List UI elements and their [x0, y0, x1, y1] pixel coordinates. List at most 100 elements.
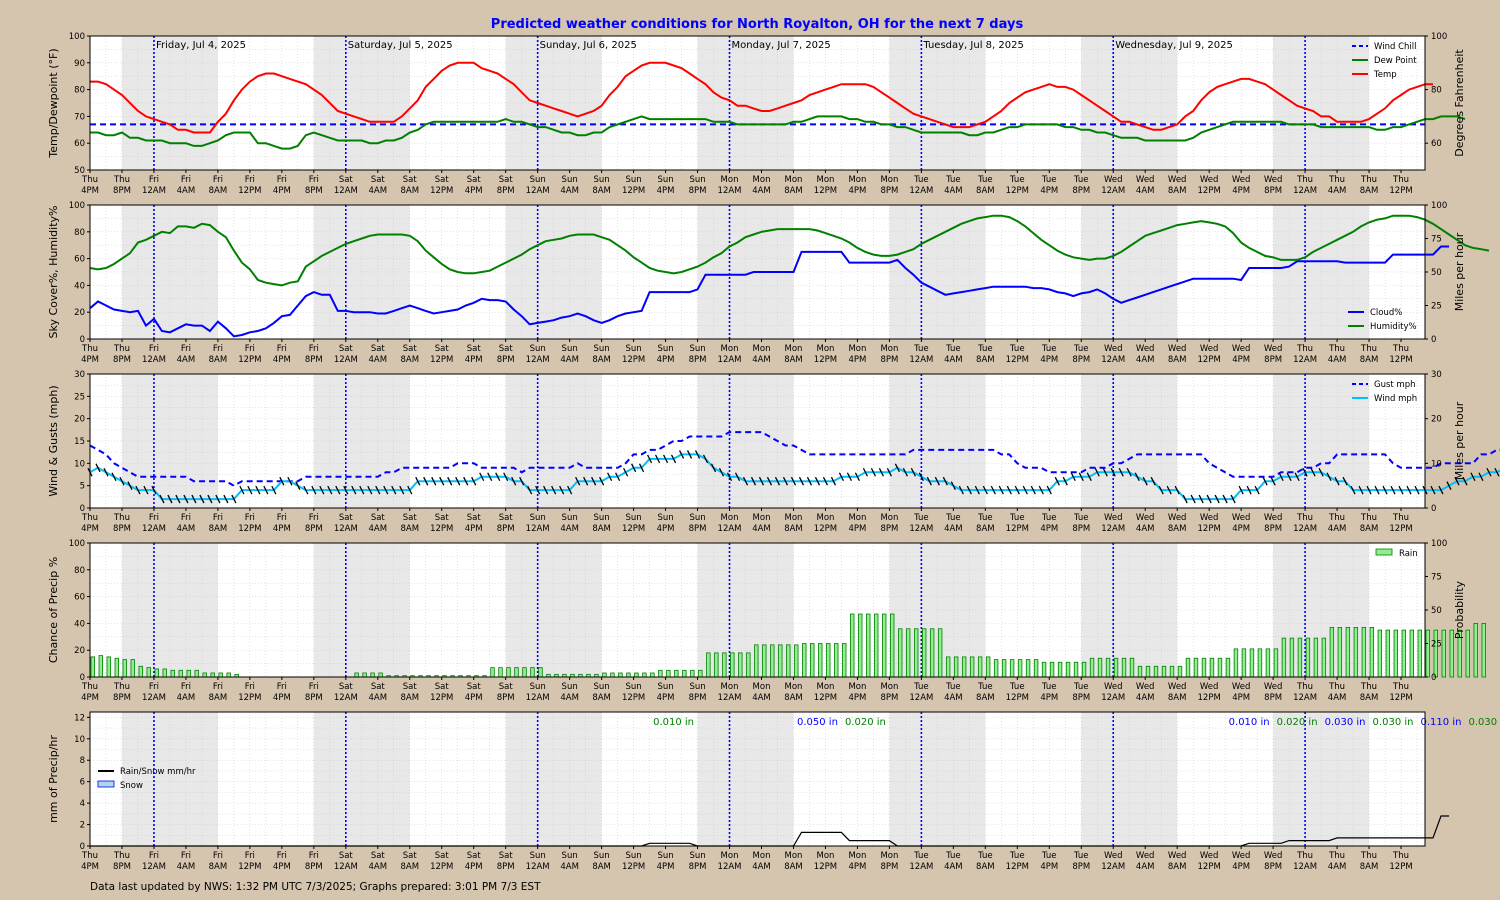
rain-bar: [778, 644, 783, 678]
x-tick-hour: 8PM: [689, 186, 707, 196]
y2-tick-label: 75: [1431, 235, 1442, 245]
rain-bar: [1457, 629, 1462, 678]
wind-direction-arrow: [1222, 494, 1228, 504]
day-label: Friday, Jul 4, 2025: [156, 40, 246, 51]
x-tick-day: Sat: [499, 344, 514, 354]
wind-direction-arrow: [1238, 485, 1244, 495]
wind-direction-arrow: [1006, 485, 1012, 495]
x-tick-day: Fri: [309, 682, 319, 692]
rain-bar: [1089, 657, 1095, 678]
x-tick-hour: 4AM: [752, 693, 771, 703]
wind-direction-arrow: [543, 485, 549, 495]
y-tick-label: 60: [74, 255, 85, 265]
x-tick-day: Thu: [1360, 175, 1377, 185]
x-tick-day: Sun: [594, 851, 610, 861]
wind-direction-arrow: [167, 494, 173, 504]
rain-bar: [953, 656, 959, 678]
wind-direction-arrow: [1270, 476, 1276, 486]
y2-axis-label: Miles per hour: [1453, 401, 1466, 480]
x-tick-hour: 4AM: [752, 862, 771, 872]
x-tick-hour: 8PM: [305, 693, 323, 703]
x-tick-day: Mon: [816, 175, 834, 185]
x-tick-hour: 12PM: [430, 693, 453, 703]
x-tick-day: Fri: [213, 344, 223, 354]
x-tick-day: Sun: [626, 851, 642, 861]
x-tick-day: Mon: [721, 851, 739, 861]
x-tick-day: Mon: [785, 344, 803, 354]
x-tick-day: Thu: [1392, 682, 1409, 692]
x-tick-day: Tue: [945, 682, 961, 692]
wind-direction-arrow: [191, 494, 197, 504]
rain-bar: [194, 669, 199, 678]
wind-direction-arrow: [1206, 494, 1212, 504]
precip-amount-label: 0.020 in: [845, 717, 886, 728]
x-tick-hour: 8AM: [209, 524, 228, 534]
x-tick-hour: 8AM: [400, 355, 419, 365]
x-tick-day: Sun: [657, 175, 673, 185]
legend-label: Snow: [120, 781, 143, 791]
wind-direction-arrow: [391, 485, 397, 495]
wind-direction-arrow: [1454, 476, 1460, 486]
x-tick-day: Tue: [1073, 344, 1089, 354]
rain-bar: [538, 667, 543, 678]
legend-label: Gust mph: [1374, 380, 1416, 390]
rain-bar: [226, 672, 231, 678]
x-tick-day: Thu: [113, 344, 130, 354]
x-tick-day: Sat: [339, 513, 354, 523]
wind-direction-arrow: [966, 485, 972, 495]
rain-bar: [1273, 648, 1279, 678]
y-tick-label: 80: [74, 86, 85, 96]
x-tick-day: Sat: [499, 513, 514, 523]
x-tick-day: Mon: [848, 513, 866, 523]
x-tick-hour: 12AM: [526, 524, 550, 534]
y2-tick-label: 50: [1431, 606, 1442, 616]
x-tick-hour: 8PM: [113, 524, 131, 534]
legend-label: Rain/Snow mm/hr: [120, 767, 196, 777]
wind-direction-arrow: [247, 485, 253, 495]
x-tick-hour: 4PM: [465, 693, 483, 703]
wind-direction-arrow: [231, 494, 237, 504]
y-tick-label: 10: [74, 459, 85, 469]
rain-bar: [1337, 627, 1343, 678]
x-tick-hour: 4AM: [369, 862, 388, 872]
x-tick-hour: 8AM: [400, 186, 419, 196]
x-tick-hour: 4AM: [752, 524, 771, 534]
rain-bar: [842, 643, 847, 678]
wind-direction-arrow: [870, 467, 876, 477]
x-tick-day: Sat: [499, 682, 514, 692]
wind-direction-arrow: [1126, 467, 1132, 477]
x-tick-hour: 4PM: [848, 524, 866, 534]
wind-direction-arrow: [143, 485, 149, 495]
rain-bar: [1129, 657, 1135, 678]
rain-bar: [826, 643, 831, 678]
x-tick-day: Mon: [785, 175, 803, 185]
wind-direction-arrow: [1246, 485, 1252, 495]
rain-bar: [1137, 665, 1143, 678]
x-tick-hour: 8PM: [497, 186, 515, 196]
legend-label: Humidity%: [1370, 322, 1417, 332]
y-tick-label: 50: [74, 166, 85, 176]
x-tick-hour: 4PM: [1232, 524, 1250, 534]
x-tick-hour: 4AM: [369, 186, 388, 196]
x-tick-hour: 4AM: [560, 186, 579, 196]
wind-direction-arrow: [631, 463, 637, 473]
x-tick-day: Sun: [562, 344, 578, 354]
rain-bar: [378, 672, 383, 678]
wind-direction-arrow: [103, 467, 109, 477]
x-tick-hour: 12AM: [1101, 524, 1125, 534]
x-tick-hour: 12PM: [430, 186, 453, 196]
wind-direction-arrow: [335, 485, 341, 495]
x-tick-day: Thu: [1360, 682, 1377, 692]
x-tick-hour: 8AM: [1168, 186, 1187, 196]
x-tick-hour: 4PM: [848, 862, 866, 872]
y2-tick-label: 80: [1431, 86, 1442, 96]
rain-bar: [1169, 665, 1175, 678]
rain-bar: [178, 669, 183, 678]
x-tick-hour: 12AM: [1101, 355, 1125, 365]
wind-direction-arrow: [311, 485, 317, 495]
rain-bar: [1305, 637, 1311, 678]
wind-direction-arrow: [127, 481, 133, 490]
wind-direction-arrow: [367, 485, 373, 495]
x-tick-day: Fri: [309, 344, 319, 354]
x-tick-day: Sat: [371, 851, 386, 861]
